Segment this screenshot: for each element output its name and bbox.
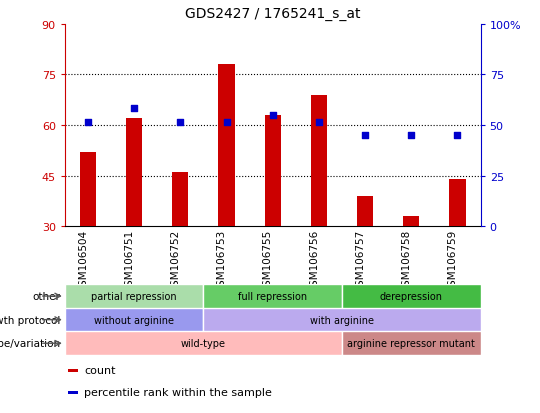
Bar — [68, 391, 78, 394]
Text: count: count — [84, 365, 116, 375]
Bar — [65, 308, 204, 332]
Text: growth protocol: growth protocol — [0, 315, 60, 325]
Point — [268, 112, 277, 119]
Text: genotype/variation: genotype/variation — [0, 338, 60, 349]
Bar — [65, 332, 342, 355]
Bar — [204, 285, 342, 308]
Bar — [265, 116, 281, 227]
Text: full repression: full repression — [238, 291, 307, 301]
Point — [176, 119, 185, 126]
Text: arginine repressor mutant: arginine repressor mutant — [347, 338, 475, 349]
Text: GSM106504: GSM106504 — [78, 230, 88, 292]
Text: GSM106753: GSM106753 — [217, 230, 226, 293]
Text: derepression: derepression — [380, 291, 443, 301]
Bar — [357, 197, 373, 227]
Point — [361, 133, 369, 139]
Text: GSM106756: GSM106756 — [309, 230, 319, 293]
Bar — [68, 369, 78, 372]
Text: other: other — [33, 291, 60, 301]
Point — [315, 119, 323, 126]
Point — [407, 133, 416, 139]
Title: GDS2427 / 1765241_s_at: GDS2427 / 1765241_s_at — [185, 7, 361, 21]
Point — [453, 133, 462, 139]
Text: partial repression: partial repression — [91, 291, 177, 301]
Bar — [449, 180, 465, 227]
Bar — [172, 173, 188, 227]
Text: GSM106755: GSM106755 — [262, 230, 273, 293]
Text: GSM106752: GSM106752 — [170, 230, 180, 293]
Point — [222, 119, 231, 126]
Text: GSM106758: GSM106758 — [401, 230, 411, 293]
Bar — [80, 153, 96, 227]
Text: wild-type: wild-type — [181, 338, 226, 349]
Text: percentile rank within the sample: percentile rank within the sample — [84, 387, 272, 397]
Text: without arginine: without arginine — [94, 315, 174, 325]
Bar — [403, 217, 420, 227]
Text: with arginine: with arginine — [310, 315, 374, 325]
Text: GSM106759: GSM106759 — [448, 230, 457, 293]
Bar — [311, 95, 327, 227]
Bar — [342, 285, 481, 308]
Bar — [126, 119, 142, 227]
Point — [130, 106, 138, 112]
Bar — [204, 308, 481, 332]
Text: GSM106757: GSM106757 — [355, 230, 365, 293]
Bar — [342, 332, 481, 355]
Bar — [218, 65, 234, 227]
Point — [84, 119, 92, 126]
Bar — [65, 285, 204, 308]
Text: GSM106751: GSM106751 — [124, 230, 134, 293]
